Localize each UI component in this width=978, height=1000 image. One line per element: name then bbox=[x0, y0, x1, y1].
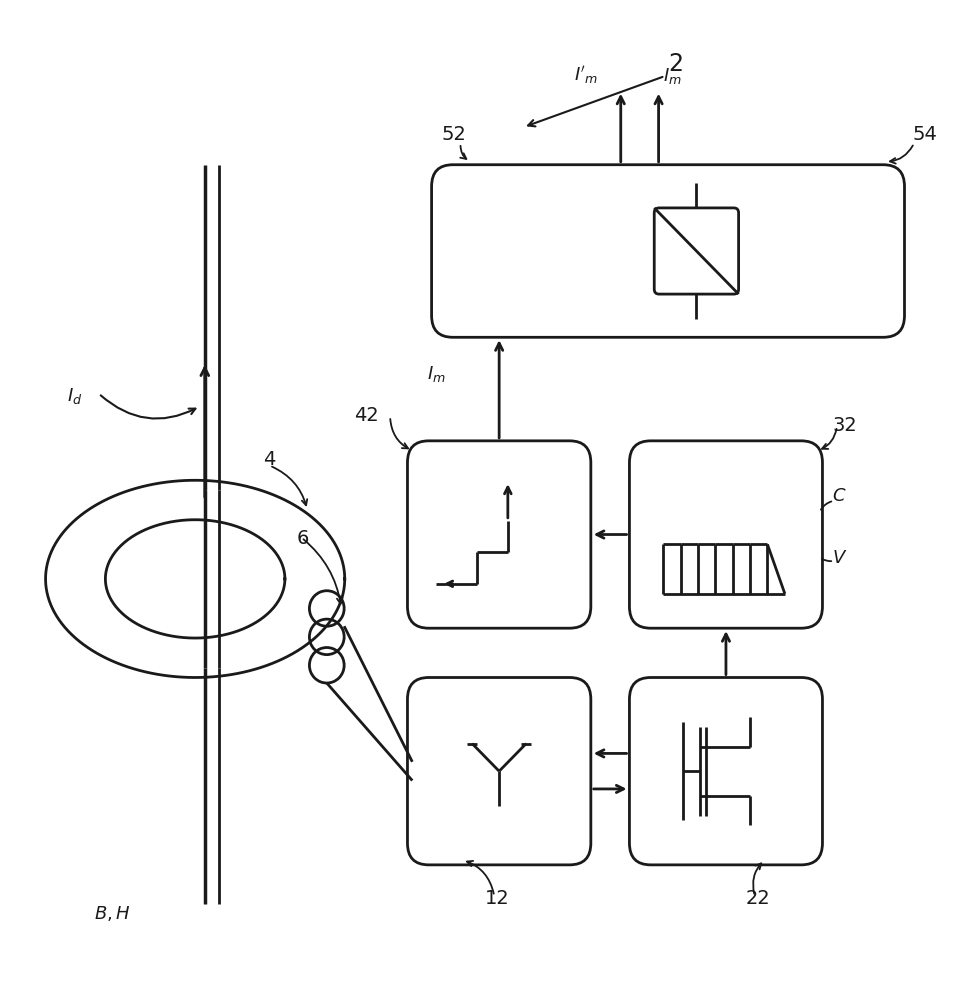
FancyBboxPatch shape bbox=[653, 208, 737, 294]
Text: $I_d$: $I_d$ bbox=[67, 386, 82, 406]
FancyBboxPatch shape bbox=[629, 678, 822, 865]
Text: C: C bbox=[831, 487, 844, 505]
Text: $I_m$: $I_m$ bbox=[426, 364, 445, 384]
Text: 54: 54 bbox=[911, 125, 936, 144]
Text: 2: 2 bbox=[667, 52, 683, 76]
Text: 52: 52 bbox=[441, 125, 466, 144]
Text: $B, H$: $B, H$ bbox=[94, 904, 130, 923]
FancyBboxPatch shape bbox=[431, 165, 904, 337]
Text: 42: 42 bbox=[354, 406, 378, 425]
Text: 32: 32 bbox=[831, 416, 856, 435]
Text: $I'_m$: $I'_m$ bbox=[574, 64, 598, 86]
Text: 12: 12 bbox=[484, 889, 509, 908]
Text: V: V bbox=[831, 549, 844, 567]
Text: $I_m$: $I_m$ bbox=[663, 66, 682, 86]
Text: 22: 22 bbox=[744, 889, 770, 908]
Text: 4: 4 bbox=[262, 450, 275, 469]
Text: 6: 6 bbox=[296, 529, 308, 548]
FancyBboxPatch shape bbox=[407, 441, 591, 628]
FancyBboxPatch shape bbox=[407, 678, 591, 865]
FancyBboxPatch shape bbox=[629, 441, 822, 628]
